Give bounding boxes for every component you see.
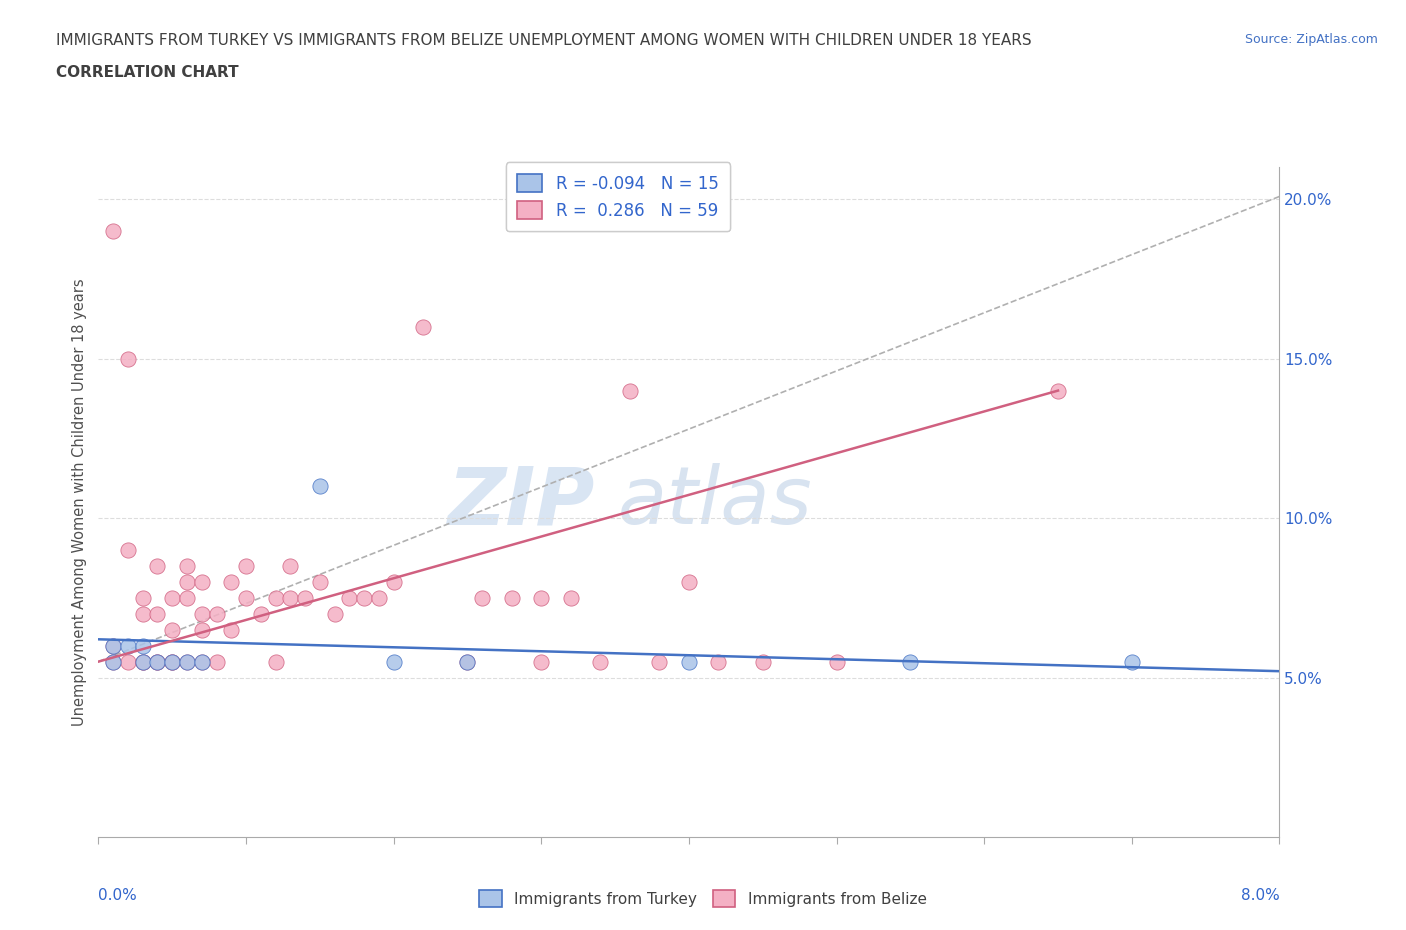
Point bbox=[191, 606, 214, 621]
Point bbox=[264, 591, 287, 605]
Point bbox=[132, 654, 155, 669]
Point bbox=[219, 575, 242, 590]
Point bbox=[619, 383, 641, 398]
Point bbox=[103, 638, 124, 653]
Point bbox=[162, 622, 183, 637]
Point bbox=[412, 319, 434, 334]
Point bbox=[162, 654, 183, 669]
Point bbox=[337, 591, 360, 605]
Point bbox=[146, 654, 169, 669]
Point bbox=[117, 654, 139, 669]
Point bbox=[146, 654, 169, 669]
Legend: Immigrants from Turkey, Immigrants from Belize: Immigrants from Turkey, Immigrants from … bbox=[474, 884, 932, 913]
Point bbox=[456, 654, 478, 669]
Point bbox=[589, 654, 612, 669]
Text: Source: ZipAtlas.com: Source: ZipAtlas.com bbox=[1244, 33, 1378, 46]
Point bbox=[117, 352, 139, 366]
Point bbox=[648, 654, 671, 669]
Point bbox=[132, 606, 155, 621]
Legend: R = -0.094   N = 15, R =  0.286   N = 59: R = -0.094 N = 15, R = 0.286 N = 59 bbox=[506, 163, 730, 232]
Point bbox=[264, 654, 287, 669]
Point bbox=[132, 654, 155, 669]
Point bbox=[191, 622, 214, 637]
Point bbox=[103, 224, 124, 239]
Point bbox=[294, 591, 316, 605]
Point bbox=[162, 591, 183, 605]
Point bbox=[501, 591, 523, 605]
Point bbox=[132, 654, 155, 669]
Point bbox=[219, 622, 242, 637]
Point bbox=[191, 654, 214, 669]
Point bbox=[235, 559, 257, 574]
Point bbox=[1046, 383, 1069, 398]
Point bbox=[205, 654, 228, 669]
Point bbox=[176, 654, 198, 669]
Point bbox=[678, 654, 700, 669]
Point bbox=[176, 575, 198, 590]
Point bbox=[1121, 654, 1143, 669]
Point bbox=[146, 606, 169, 621]
Point bbox=[825, 654, 848, 669]
Point bbox=[471, 591, 494, 605]
Text: atlas: atlas bbox=[619, 463, 813, 541]
Point bbox=[103, 654, 124, 669]
Point bbox=[278, 559, 301, 574]
Point bbox=[146, 559, 169, 574]
Text: IMMIGRANTS FROM TURKEY VS IMMIGRANTS FROM BELIZE UNEMPLOYMENT AMONG WOMEN WITH C: IMMIGRANTS FROM TURKEY VS IMMIGRANTS FRO… bbox=[56, 33, 1032, 47]
Text: 0.0%: 0.0% bbox=[98, 888, 138, 903]
Point bbox=[162, 654, 183, 669]
Point bbox=[751, 654, 773, 669]
Point bbox=[191, 575, 214, 590]
Point bbox=[250, 606, 273, 621]
Point bbox=[176, 654, 198, 669]
Point bbox=[898, 654, 921, 669]
Point bbox=[530, 591, 553, 605]
Point bbox=[132, 591, 155, 605]
Point bbox=[146, 654, 169, 669]
Point bbox=[560, 591, 582, 605]
Y-axis label: Unemployment Among Women with Children Under 18 years: Unemployment Among Women with Children U… bbox=[72, 278, 87, 726]
Point bbox=[205, 606, 228, 621]
Point bbox=[707, 654, 730, 669]
Point bbox=[456, 654, 478, 669]
Point bbox=[530, 654, 553, 669]
Point bbox=[308, 479, 332, 494]
Point bbox=[278, 591, 301, 605]
Point bbox=[176, 559, 198, 574]
Text: 8.0%: 8.0% bbox=[1240, 888, 1279, 903]
Point bbox=[162, 654, 183, 669]
Point bbox=[103, 638, 124, 653]
Point bbox=[235, 591, 257, 605]
Point bbox=[382, 575, 405, 590]
Point bbox=[323, 606, 346, 621]
Point bbox=[117, 542, 139, 557]
Point bbox=[103, 654, 124, 669]
Point bbox=[132, 638, 155, 653]
Text: CORRELATION CHART: CORRELATION CHART bbox=[56, 65, 239, 80]
Point bbox=[308, 575, 332, 590]
Point bbox=[353, 591, 375, 605]
Text: ZIP: ZIP bbox=[447, 463, 595, 541]
Point bbox=[176, 591, 198, 605]
Point bbox=[678, 575, 700, 590]
Point bbox=[191, 654, 214, 669]
Point bbox=[117, 638, 139, 653]
Point bbox=[382, 654, 405, 669]
Point bbox=[367, 591, 389, 605]
